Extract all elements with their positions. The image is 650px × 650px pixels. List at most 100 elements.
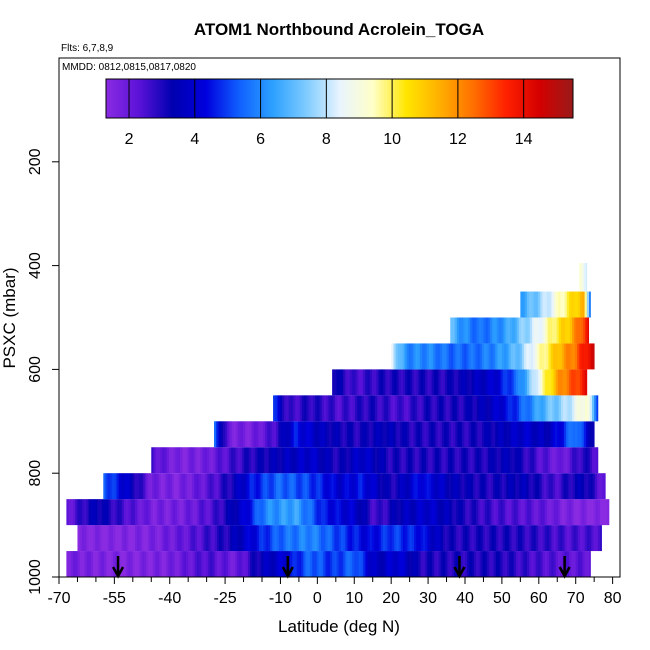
heatmap-cell bbox=[557, 421, 560, 448]
heatmap-cell bbox=[311, 473, 315, 500]
heatmap-cell bbox=[110, 499, 114, 526]
heatmap-cell bbox=[143, 473, 146, 500]
heatmap-cell bbox=[509, 551, 512, 577]
heatmap-cell bbox=[468, 473, 472, 500]
heatmap-cell bbox=[406, 343, 410, 370]
heatmap-cell bbox=[571, 291, 574, 318]
heatmap-cell bbox=[597, 499, 601, 526]
heatmap-cell bbox=[522, 291, 526, 318]
heatmap-cell bbox=[395, 343, 399, 370]
heatmap-cell bbox=[223, 499, 227, 526]
heatmap-cell bbox=[234, 551, 238, 577]
heatmap-cell bbox=[524, 369, 528, 396]
heatmap-cell bbox=[400, 421, 403, 448]
heatmap-cell bbox=[540, 369, 543, 396]
heatmap-cell bbox=[534, 395, 537, 422]
heatmap-cell bbox=[448, 343, 452, 370]
heatmap-cell bbox=[398, 525, 402, 552]
heatmap-cell bbox=[278, 525, 282, 552]
heatmap-cell bbox=[257, 447, 261, 474]
heatmap-cell bbox=[227, 421, 230, 448]
heatmap-cell bbox=[328, 447, 332, 474]
heatmap-cell bbox=[386, 421, 390, 448]
heatmap-cell bbox=[422, 499, 426, 526]
heatmap-cell bbox=[510, 343, 514, 370]
heatmap-cell bbox=[532, 395, 535, 422]
heatmap-cell bbox=[586, 291, 590, 318]
heatmap-cell bbox=[342, 421, 346, 448]
heatmap-cell bbox=[470, 447, 473, 474]
heatmap-cell bbox=[281, 447, 285, 474]
heatmap-cell bbox=[265, 551, 269, 577]
heatmap-cell bbox=[476, 447, 480, 474]
heatmap-cell bbox=[395, 473, 399, 500]
heatmap-cell bbox=[558, 317, 562, 344]
heatmap-cell bbox=[239, 525, 242, 552]
heatmap-cell bbox=[141, 525, 145, 552]
heatmap-cell bbox=[480, 499, 484, 526]
heatmap-cell bbox=[524, 291, 528, 318]
heatmap-cell bbox=[584, 551, 588, 577]
heatmap-cell bbox=[336, 369, 340, 396]
heatmap-cell bbox=[128, 499, 132, 526]
heatmap-cell bbox=[579, 421, 583, 448]
heatmap-cell bbox=[465, 395, 469, 422]
heatmap-cell bbox=[203, 499, 207, 526]
heatmap-cell bbox=[338, 525, 342, 552]
heatmap-cell bbox=[507, 499, 510, 526]
heatmap-cell bbox=[270, 551, 273, 577]
heatmap-cell bbox=[154, 499, 158, 526]
x-axis-label: Latitude (deg N) bbox=[278, 617, 400, 636]
heatmap-cell bbox=[586, 473, 589, 500]
heatmap-cell bbox=[354, 551, 357, 577]
down-arrow-icon bbox=[111, 556, 125, 579]
heatmap-cell bbox=[453, 499, 457, 526]
heatmap-cell bbox=[574, 395, 577, 422]
heatmap-cell bbox=[475, 343, 478, 370]
heatmap-cell bbox=[315, 395, 318, 422]
heatmap-cell bbox=[86, 525, 89, 552]
heatmap-cell bbox=[402, 525, 406, 552]
heatmap-cell bbox=[549, 369, 552, 396]
heatmap-cell bbox=[190, 525, 194, 552]
heatmap-cell bbox=[273, 421, 277, 448]
heatmap-cell bbox=[293, 421, 297, 448]
heatmap-cell bbox=[281, 551, 284, 577]
heatmap-cell bbox=[422, 343, 425, 370]
heatmap-cell bbox=[505, 395, 509, 422]
heatmap-cell bbox=[332, 369, 335, 396]
heatmap-cell bbox=[504, 551, 508, 577]
heatmap-cell bbox=[414, 395, 418, 422]
heatmap-cell bbox=[535, 551, 539, 577]
heatmap-cell bbox=[145, 473, 148, 500]
heatmap-cell bbox=[273, 447, 276, 474]
heatmap-band bbox=[579, 263, 588, 292]
heatmap-cell bbox=[544, 525, 548, 552]
heatmap-cell bbox=[583, 473, 587, 500]
heatmap-cell bbox=[154, 551, 158, 577]
heatmap-cell bbox=[552, 473, 556, 500]
heatmap-cell bbox=[375, 421, 379, 448]
heatmap-cell bbox=[497, 473, 501, 500]
heatmap-cell bbox=[533, 291, 537, 318]
heatmap-cell bbox=[352, 551, 355, 577]
heatmap-cell bbox=[233, 447, 236, 474]
heatmap-cell bbox=[390, 447, 394, 474]
heatmap-cell bbox=[536, 395, 540, 422]
heatmap-cell bbox=[104, 551, 107, 577]
heatmap-cell bbox=[405, 551, 408, 577]
heatmap-cell bbox=[438, 525, 442, 552]
heatmap-cell bbox=[464, 473, 467, 500]
heatmap-cell bbox=[515, 525, 519, 552]
heatmap-cell bbox=[459, 317, 462, 344]
heatmap-cell bbox=[225, 551, 229, 577]
heatmap-cell bbox=[135, 551, 138, 577]
heatmap-cell bbox=[179, 525, 182, 552]
heatmap-cell bbox=[549, 291, 552, 318]
heatmap-cell bbox=[221, 551, 225, 577]
heatmap-cell bbox=[567, 317, 571, 344]
heatmap-cell bbox=[543, 473, 547, 500]
heatmap-cell bbox=[250, 499, 253, 526]
heatmap-cell bbox=[564, 291, 568, 318]
heatmap-cell bbox=[515, 499, 519, 526]
